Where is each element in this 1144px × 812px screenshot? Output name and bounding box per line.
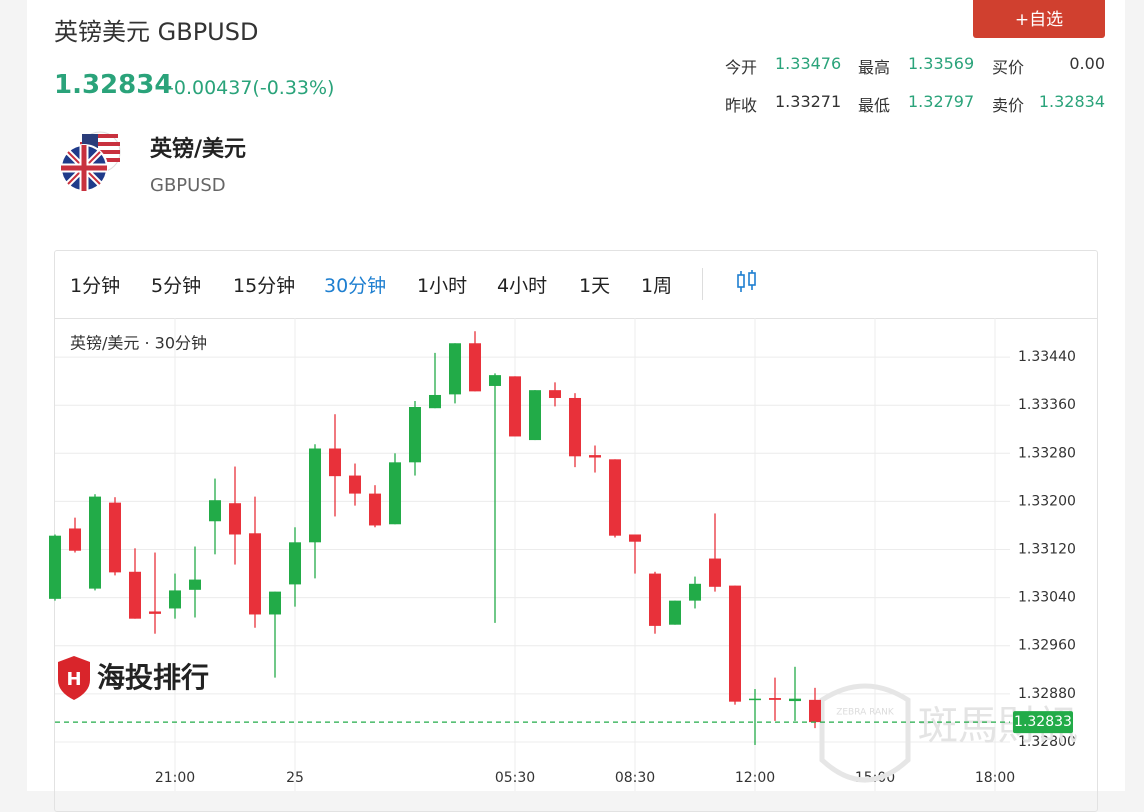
candlestick-chart: 英镑/美元 · 30分钟 1.33440 1.33360 1.33280 1.3320… bbox=[49, 318, 1078, 791]
candle-body bbox=[489, 375, 501, 386]
last-price-box bbox=[1013, 711, 1073, 734]
candle-body bbox=[349, 475, 361, 494]
y-tick-label: 1.33360 bbox=[1018, 397, 1076, 413]
stat-label: 卖价 bbox=[992, 96, 1025, 115]
stat-label: 最高 bbox=[858, 58, 891, 77]
candle-body bbox=[129, 571, 141, 619]
candle-body bbox=[809, 699, 821, 723]
x-tick-label: 12:00 bbox=[735, 770, 775, 786]
y-tick-label: 1.33120 bbox=[1018, 542, 1076, 558]
candle-body bbox=[389, 462, 401, 525]
chart-legend: 英镑/美元 · 30分钟 bbox=[70, 334, 207, 353]
candle-body bbox=[689, 583, 701, 601]
candle-body bbox=[229, 503, 241, 535]
candle-body bbox=[589, 455, 601, 458]
y-tick-label: 1.33040 bbox=[1018, 590, 1076, 606]
stat-value: 1.33569 bbox=[908, 54, 975, 73]
candle-body bbox=[509, 376, 521, 437]
watermark-shield bbox=[58, 656, 90, 700]
add-watchlist-button[interactable]: +自选 bbox=[973, 0, 1105, 38]
candle-body bbox=[409, 407, 421, 463]
candle-body bbox=[729, 585, 741, 702]
interval-tab[interactable]: 1周 bbox=[641, 275, 673, 297]
watermark-mark: H bbox=[66, 669, 81, 690]
stat-label: 昨收 bbox=[725, 96, 758, 115]
x-tick-label: 25 bbox=[286, 770, 304, 786]
candle-body bbox=[369, 493, 381, 526]
candle-body bbox=[289, 542, 301, 585]
candle-body bbox=[749, 698, 761, 701]
stat-value: 1.32834 bbox=[1038, 92, 1105, 111]
tab-separator bbox=[702, 268, 703, 300]
candle-body bbox=[189, 579, 201, 590]
stat-value: 0.00 bbox=[1069, 54, 1105, 73]
candle-body bbox=[249, 533, 261, 615]
y-tick-label: 1.33280 bbox=[1018, 445, 1076, 461]
interval-tab[interactable]: 30分钟 bbox=[324, 275, 387, 297]
watermark-text: ZEBRA RANK bbox=[836, 708, 895, 718]
stat-label: 今开 bbox=[725, 58, 758, 77]
candle-body bbox=[89, 496, 101, 589]
interval-tab[interactable]: 1小时 bbox=[417, 275, 468, 297]
content-card bbox=[27, 0, 1125, 791]
x-tick-label: 21:00 bbox=[155, 770, 195, 786]
x-tick-label: 18:00 bbox=[975, 770, 1015, 786]
symbol-code: GBPUSD bbox=[150, 175, 226, 196]
stat-value: 1.33476 bbox=[775, 54, 842, 73]
stat-label: 最低 bbox=[858, 96, 891, 115]
candle-body bbox=[529, 390, 541, 441]
candle-body bbox=[209, 500, 221, 522]
currency-flags bbox=[60, 131, 121, 192]
symbol-name: 英镑/美元 bbox=[150, 137, 247, 162]
candle-body bbox=[69, 528, 81, 551]
candle-body bbox=[169, 590, 181, 609]
candle-body bbox=[449, 343, 461, 395]
interval-tab[interactable]: 1天 bbox=[579, 275, 611, 297]
candle-body bbox=[569, 397, 581, 457]
stat-value: 1.33271 bbox=[775, 92, 842, 111]
candle-body bbox=[549, 390, 561, 398]
interval-tab[interactable]: 1分钟 bbox=[70, 275, 121, 297]
price: 1.32834 bbox=[54, 70, 173, 100]
y-tick-label: 1.33440 bbox=[1018, 349, 1076, 365]
candle-body bbox=[649, 573, 661, 626]
price-change: -0.00437(-0.33%) bbox=[167, 77, 335, 99]
page-title: 英镑美元 GBPUSD bbox=[54, 18, 259, 46]
chart-type-icon[interactable] bbox=[736, 270, 758, 294]
x-tick-label: 05:30 bbox=[495, 770, 535, 786]
candle-body bbox=[709, 558, 721, 587]
y-tick-label: 1.32800 bbox=[1018, 734, 1076, 750]
y-tick-label: 1.33200 bbox=[1018, 493, 1076, 509]
interval-tab[interactable]: 4小时 bbox=[497, 275, 548, 297]
candle-body bbox=[49, 535, 61, 599]
candle-body bbox=[629, 534, 641, 542]
candle-body bbox=[269, 591, 281, 615]
candle-body bbox=[609, 459, 621, 536]
last-price-label: 1.32833 bbox=[1014, 714, 1072, 730]
interval-tab[interactable]: 5分钟 bbox=[151, 275, 202, 297]
candle-body bbox=[429, 394, 441, 409]
y-tick-label: 1.32960 bbox=[1018, 638, 1076, 654]
page: {"header":{"title":"英镑美元 GBPUSD","price"… bbox=[27, 0, 1125, 812]
watermark-logo: H 海投排行 bbox=[58, 656, 209, 700]
interval-tab[interactable]: 15分钟 bbox=[233, 275, 296, 297]
stat-value: 1.32797 bbox=[908, 92, 975, 111]
stat-label: 买价 bbox=[992, 58, 1025, 77]
watermark-text: 海投排行 bbox=[97, 661, 209, 694]
watermark-shield bbox=[819, 683, 911, 783]
candle-body bbox=[109, 502, 121, 573]
candle-body bbox=[669, 600, 681, 625]
candle-body bbox=[469, 343, 481, 392]
toolbar-divider bbox=[55, 318, 1097, 319]
y-tick-label: 1.32880 bbox=[1018, 686, 1076, 702]
candle-body bbox=[149, 611, 161, 614]
candle-body bbox=[329, 448, 341, 477]
candle-body bbox=[789, 698, 801, 702]
x-tick-label: 08:30 bbox=[615, 770, 655, 786]
candle-body bbox=[769, 698, 781, 700]
candle-body bbox=[309, 448, 321, 543]
